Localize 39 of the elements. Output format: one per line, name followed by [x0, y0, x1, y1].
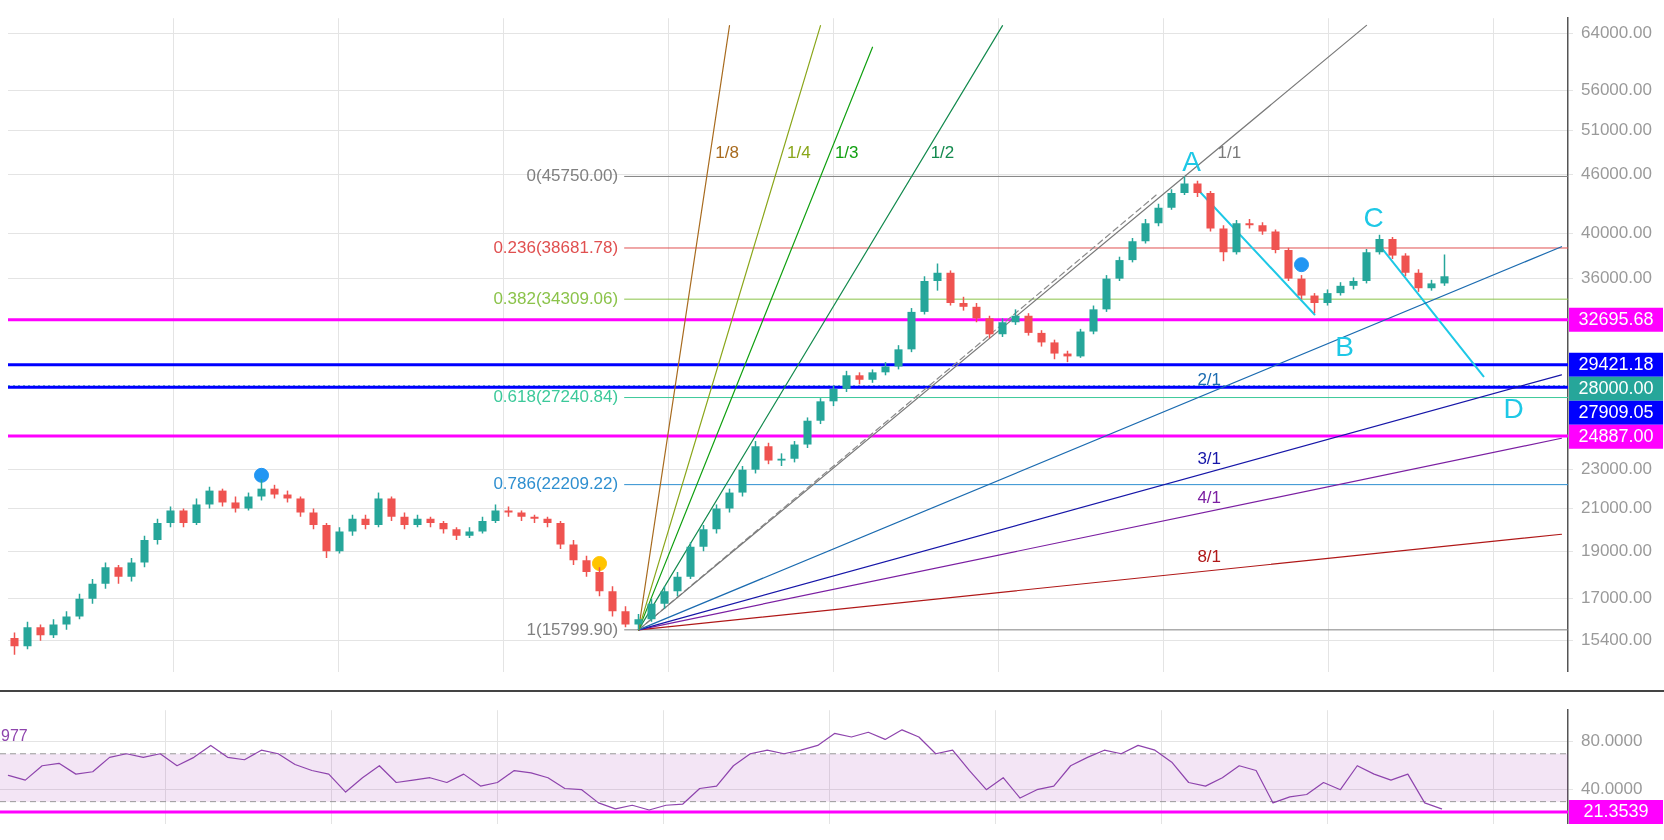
ref-line-label: 0(45750.00) — [526, 166, 619, 186]
ref-line-label: 0.382(34309.06) — [493, 288, 619, 308]
series-label: 1/3 — [834, 142, 859, 162]
series-label: 3/1 — [1197, 448, 1222, 468]
ref-line-label: 0.786(22209.22) — [493, 474, 619, 494]
y-tick-label: 40.0000 — [1581, 779, 1643, 799]
y-tick-label: 23000.00 — [1581, 459, 1652, 479]
ref-line-label: 27909.05 — [1578, 401, 1654, 422]
series-label: 2/1 — [1197, 369, 1222, 389]
ref-line-label: 0.618(27240.84) — [493, 387, 619, 407]
y-tick-label: 64000.00 — [1581, 22, 1652, 42]
y-tick-label: 51000.00 — [1581, 119, 1652, 139]
y-tick-label: 46000.00 — [1581, 163, 1652, 183]
series-label: 1/8 — [715, 142, 739, 162]
ref-line-label: 28000.00 — [1578, 377, 1654, 398]
y-tick-label: 36000.00 — [1581, 268, 1652, 288]
annotation: A — [1182, 145, 1202, 177]
series-label: 1/1 — [1217, 142, 1242, 162]
y-tick-label: 15400.00 — [1581, 630, 1652, 650]
y-tick-label: 19000.00 — [1581, 540, 1652, 560]
y-tick-label: 21000.00 — [1581, 498, 1652, 518]
series-label: 8/1 — [1197, 547, 1222, 567]
ref-line-label: 24887.00 — [1578, 425, 1654, 446]
series-label: 1/2 — [930, 142, 955, 162]
annotation: C — [1363, 201, 1384, 233]
ref-line-label: 0.236(38681.78) — [493, 237, 619, 257]
annotation: D — [1503, 393, 1524, 425]
y-tick-label: 40000.00 — [1581, 223, 1652, 243]
y-tick-label: 80.0000 — [1581, 731, 1643, 751]
series-label: 4/1 — [1197, 488, 1222, 508]
annotation: B — [1335, 331, 1354, 363]
ref-line-label: 29421.18 — [1578, 353, 1654, 374]
annotation: 977 — [1, 726, 28, 744]
ref-line-label: 21.3539 — [1583, 800, 1649, 821]
ref-line-label: 1(15799.90) — [526, 619, 619, 639]
y-tick-label: 17000.00 — [1581, 588, 1652, 608]
ref-line-label: 32695.68 — [1578, 308, 1654, 329]
series-label: 1/4 — [787, 142, 811, 162]
y-tick-label: 56000.00 — [1581, 79, 1652, 99]
